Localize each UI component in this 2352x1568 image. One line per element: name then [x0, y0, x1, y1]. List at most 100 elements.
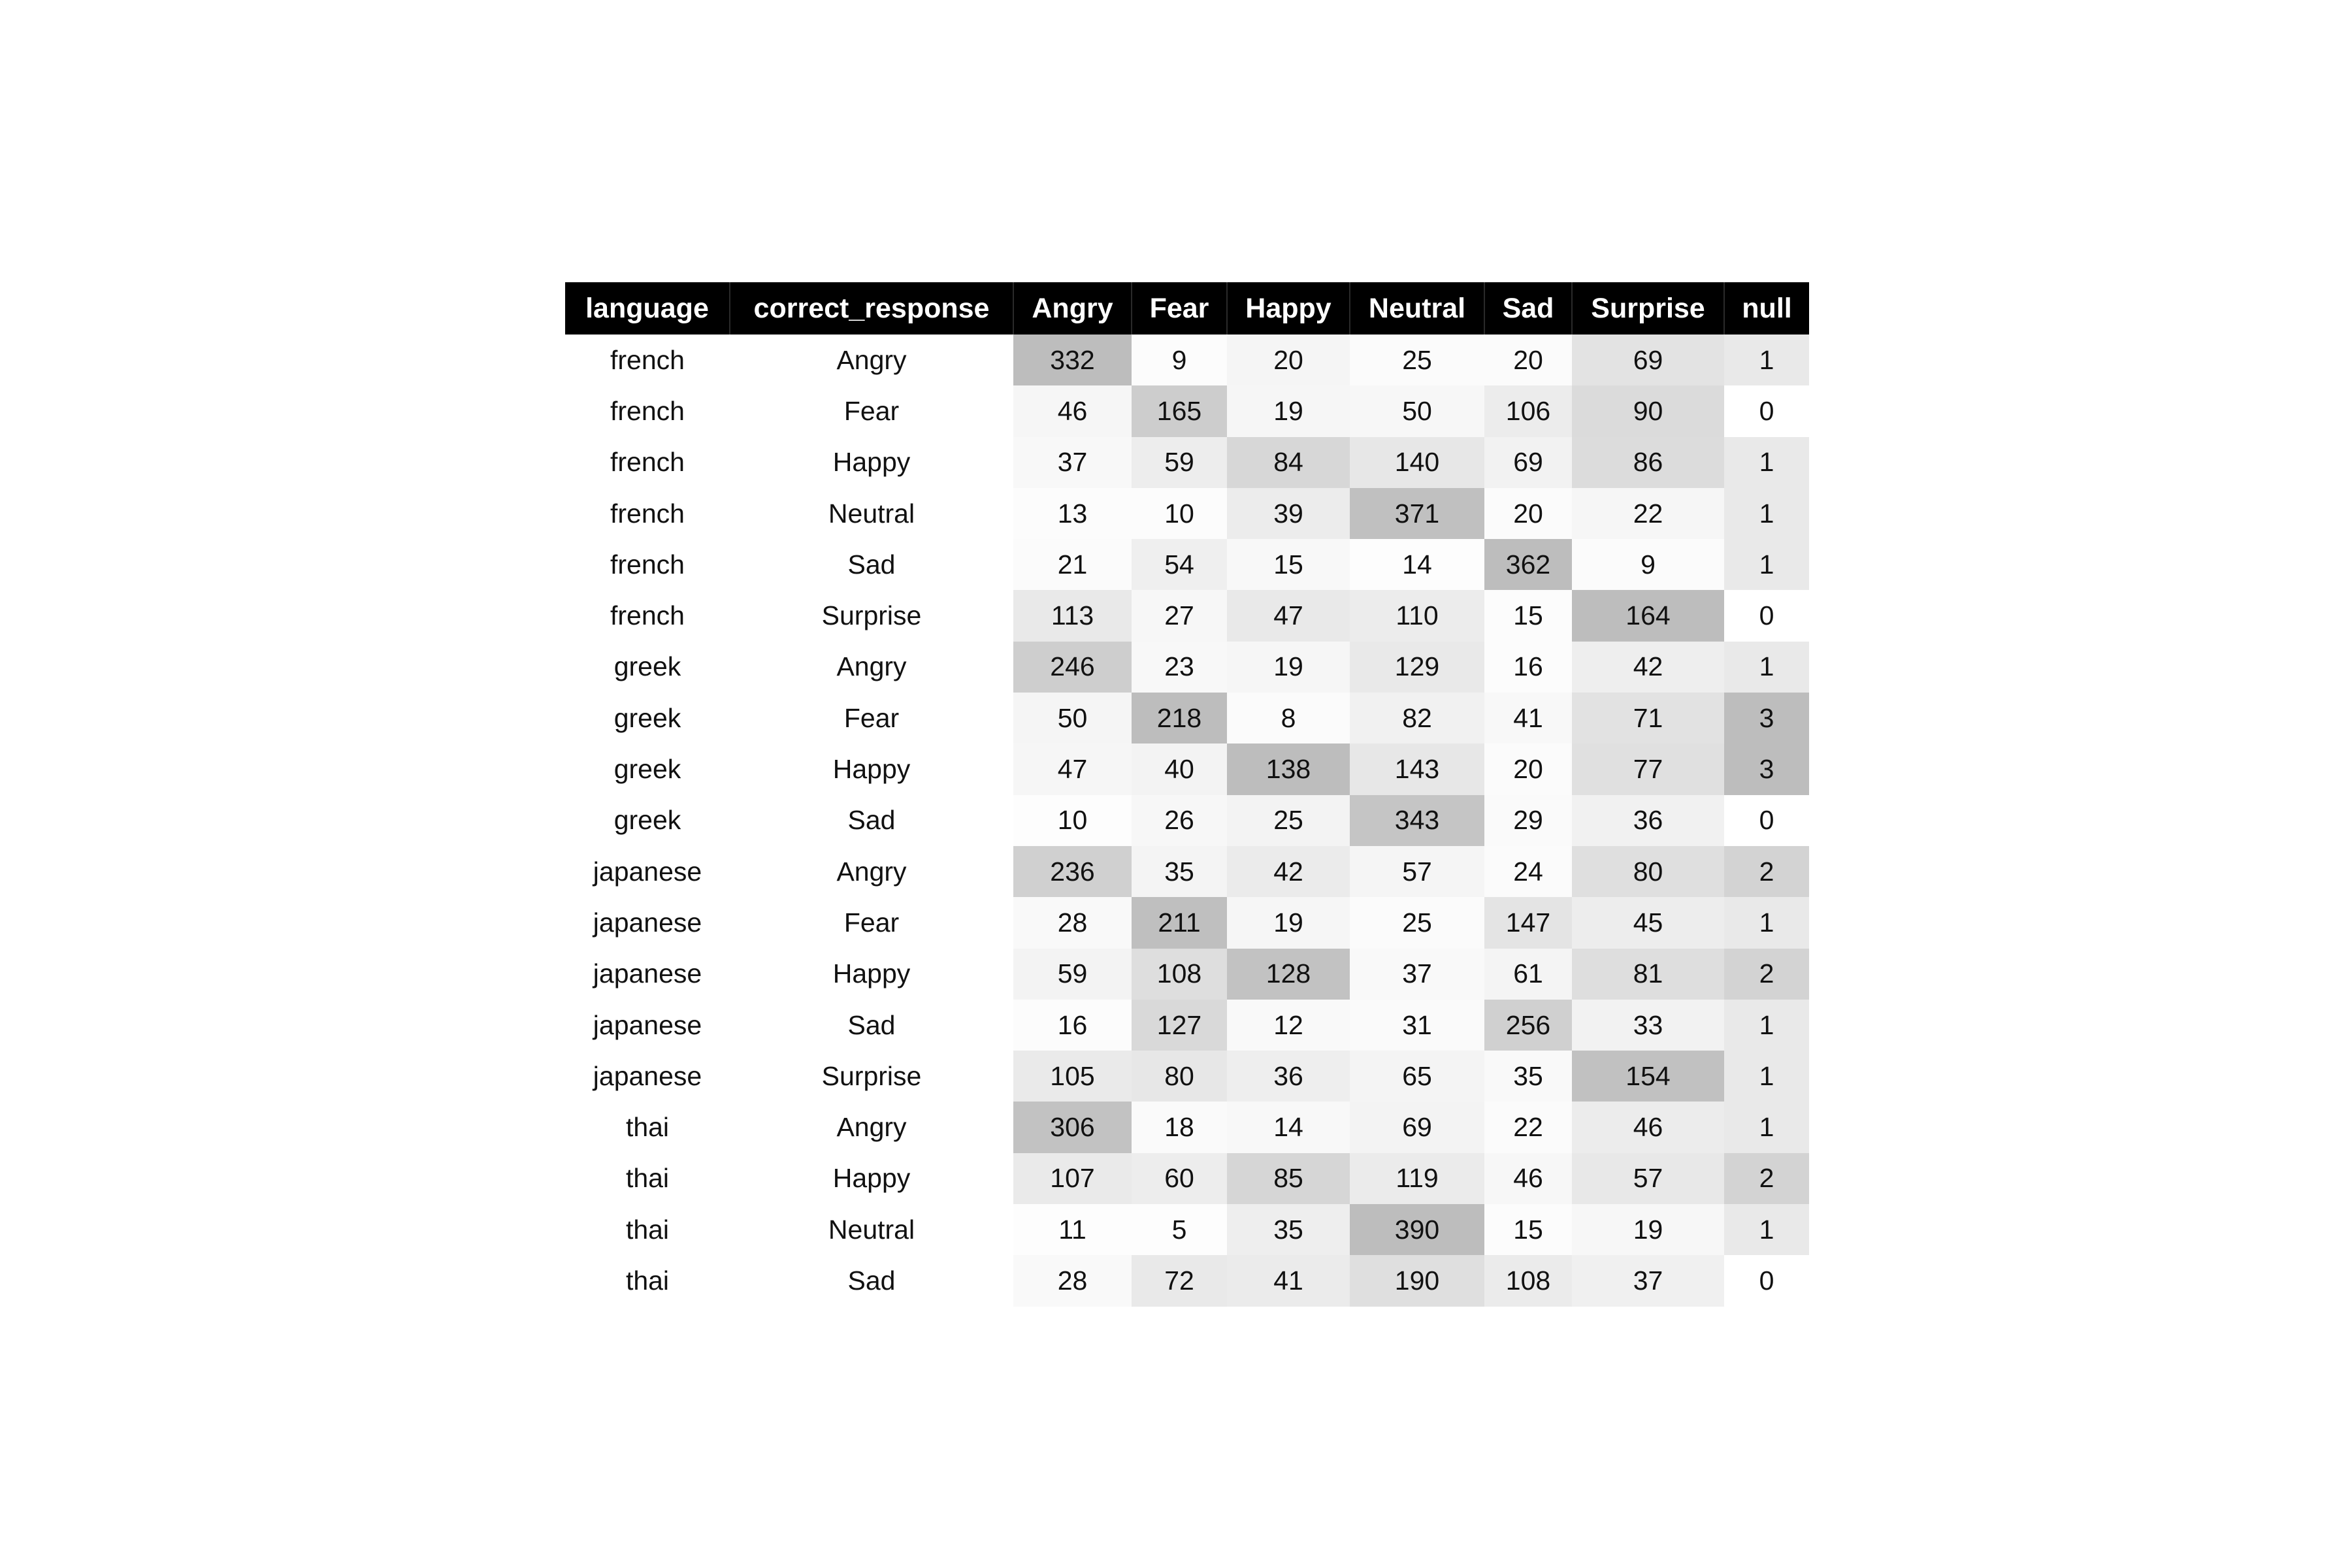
cell-surprise: 71 [1572, 693, 1724, 744]
cell-neutral: 57 [1350, 845, 1484, 898]
table-row: thai Neutral 11 5 35 390 15 19 1 [565, 1204, 1809, 1256]
cell-neutral: 50 [1350, 385, 1484, 437]
cell-correct-response: Fear [843, 907, 900, 938]
cell-fear: 10 [1132, 487, 1227, 540]
cell-language: french [610, 344, 685, 375]
cell-null: 1 [1724, 1051, 1809, 1102]
cell-language: thai [625, 1112, 670, 1143]
cell-neutral: 25 [1350, 335, 1484, 386]
table-row: french Neutral 13 10 39 371 20 22 1 [565, 487, 1809, 540]
cell-sad: 20 [1484, 743, 1572, 795]
cell-angry: 13 [1013, 487, 1132, 540]
cell-surprise: 81 [1572, 948, 1724, 1000]
cell-null: 1 [1724, 487, 1809, 540]
cell-sad: 147 [1484, 897, 1572, 949]
cell-null: 2 [1724, 1152, 1809, 1205]
cell-sad: 16 [1484, 641, 1572, 693]
table-row: greek Angry 246 23 19 129 16 42 1 [565, 641, 1809, 693]
cell-null: 1 [1724, 641, 1809, 693]
cell-fear: 108 [1132, 948, 1227, 1000]
cell-surprise: 164 [1572, 590, 1724, 642]
cell-angry: 105 [1013, 1051, 1132, 1102]
cell-surprise: 46 [1572, 1102, 1724, 1153]
cell-neutral: 140 [1350, 436, 1484, 488]
cell-correct-response: Angry [836, 344, 907, 375]
cell-language: thai [625, 1163, 670, 1194]
cell-surprise: 42 [1572, 641, 1724, 693]
table-row: french Sad 21 54 15 14 362 9 1 [565, 539, 1809, 591]
cell-sad: 22 [1484, 1102, 1572, 1153]
cell-happy: 47 [1227, 590, 1350, 642]
cell-correct-response: Fear [843, 395, 900, 426]
cell-angry: 16 [1013, 999, 1132, 1051]
cell-language: french [610, 498, 685, 529]
cell-surprise: 154 [1572, 1051, 1724, 1102]
cell-null: 3 [1724, 693, 1809, 744]
cell-fear: 18 [1132, 1102, 1227, 1153]
cell-fear: 54 [1132, 539, 1227, 591]
cell-happy: 12 [1227, 999, 1350, 1051]
cell-happy: 128 [1227, 948, 1350, 1000]
column-header-happy: Happy [1227, 282, 1350, 335]
cell-neutral: 65 [1350, 1051, 1484, 1102]
table-row: french Surprise 113 27 47 110 15 164 0 [565, 590, 1809, 642]
confusion-table: language correct_response Angry Fear Happy Ne… [565, 282, 1809, 1307]
cell-fear: 35 [1132, 845, 1227, 898]
cell-null: 1 [1724, 436, 1809, 488]
cell-neutral: 143 [1350, 743, 1484, 795]
table-row: japanese Fear 28 211 19 25 147 45 1 [565, 897, 1809, 949]
table-row: greek Happy 47 40 138 143 20 77 3 [565, 743, 1809, 795]
cell-fear: 127 [1132, 999, 1227, 1051]
cell-sad: 362 [1484, 539, 1572, 591]
table-row: greek Sad 10 26 25 343 29 36 0 [565, 794, 1809, 846]
cell-fear: 27 [1132, 590, 1227, 642]
cell-happy: 14 [1227, 1102, 1350, 1153]
table-row: french Angry 332 9 20 25 20 69 1 [565, 335, 1809, 386]
cell-correct-response: Neutral [828, 1214, 915, 1245]
cell-correct-response: Sad [847, 805, 896, 836]
cell-angry: 50 [1013, 693, 1132, 744]
cell-correct-response: Sad [847, 1265, 896, 1296]
cell-sad: 108 [1484, 1255, 1572, 1307]
cell-fear: 9 [1132, 335, 1227, 386]
cell-sad: 46 [1484, 1152, 1572, 1205]
cell-neutral: 190 [1350, 1255, 1484, 1307]
cell-language: greek [613, 805, 681, 836]
cell-null: 1 [1724, 335, 1809, 386]
cell-language: greek [613, 702, 681, 733]
cell-language: thai [625, 1265, 670, 1296]
cell-language: japanese [593, 856, 702, 887]
cell-sad: 15 [1484, 1204, 1572, 1256]
cell-language: japanese [593, 958, 702, 989]
cell-angry: 21 [1013, 539, 1132, 591]
cell-angry: 47 [1013, 743, 1132, 795]
cell-correct-response: Happy [832, 1163, 911, 1194]
cell-surprise: 33 [1572, 999, 1724, 1051]
column-header-angry: Angry [1013, 282, 1132, 335]
cell-null: 2 [1724, 948, 1809, 1000]
cell-happy: 19 [1227, 897, 1350, 949]
cell-neutral: 110 [1350, 590, 1484, 642]
cell-sad: 41 [1484, 693, 1572, 744]
table-row: thai Happy 107 60 85 119 46 57 2 [565, 1152, 1809, 1205]
cell-neutral: 14 [1350, 539, 1484, 591]
cell-sad: 69 [1484, 436, 1572, 488]
cell-surprise: 37 [1572, 1255, 1724, 1307]
cell-null: 0 [1724, 385, 1809, 437]
table-row: french Happy 37 59 84 140 69 86 1 [565, 436, 1809, 488]
cell-sad: 20 [1484, 335, 1572, 386]
cell-correct-response: Neutral [828, 498, 915, 529]
table-row: japanese Surprise 105 80 36 65 35 154 1 [565, 1051, 1809, 1102]
cell-surprise: 77 [1572, 743, 1724, 795]
cell-fear: 72 [1132, 1255, 1227, 1307]
cell-fear: 23 [1132, 641, 1227, 693]
cell-null: 2 [1724, 845, 1809, 898]
cell-surprise: 57 [1572, 1152, 1724, 1205]
cell-correct-response: Surprise [821, 600, 922, 631]
cell-neutral: 390 [1350, 1204, 1484, 1256]
cell-null: 0 [1724, 1255, 1809, 1307]
cell-surprise: 9 [1572, 539, 1724, 591]
cell-correct-response: Happy [832, 754, 911, 785]
cell-null: 1 [1724, 999, 1809, 1051]
cell-sad: 24 [1484, 845, 1572, 898]
